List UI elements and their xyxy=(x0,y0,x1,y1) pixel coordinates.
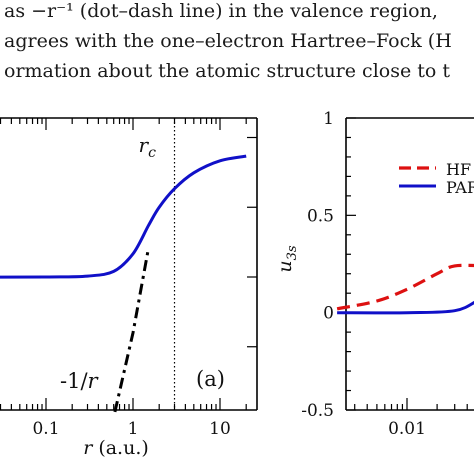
caption-line: as −r⁻¹ (dot–dash line) in the valence r… xyxy=(4,0,438,22)
panel-b-x-ticks xyxy=(354,398,468,410)
caption-text: as −r⁻¹ (dot–dash line) in the valence r… xyxy=(0,0,474,90)
panel-a-x-tick-label: 10 xyxy=(209,419,231,439)
panel-b-series-par xyxy=(337,300,474,315)
panel-b-y-tick-label: 1 xyxy=(323,109,334,129)
panel-b-y-tick-label: -0.5 xyxy=(301,401,334,421)
figure: 0.1 1 10 rc -1/r (a) r (a.u.) -0.5 0 0.5… xyxy=(0,109,474,459)
panel-a-inverse-r-annotation: -1/r xyxy=(60,369,100,393)
panel-b-y-axis-label: u3s xyxy=(274,245,300,273)
legend-label-hf: HF xyxy=(446,160,471,179)
panel-a-x-ticks xyxy=(0,118,257,410)
panel-b-legend: HF PAR xyxy=(399,160,474,197)
panel-a-x-axis-label: r (a.u.) xyxy=(83,437,149,459)
panel-b-y-tick-labels: -0.5 0 0.5 1 xyxy=(301,109,334,421)
panel-a-rc-annotation: rc xyxy=(139,133,157,161)
panel-a-series-potential xyxy=(0,154,247,279)
panel-a-chart: 0.1 1 10 rc -1/r (a) r (a.u.) xyxy=(0,117,258,459)
panel-a-x-tick-label: 1 xyxy=(128,419,139,439)
panel-b-y-tick-label: 0 xyxy=(323,304,334,324)
panel-a-x-tick-labels: 0.1 1 10 xyxy=(32,419,230,439)
legend-label-par: PAR xyxy=(446,178,474,197)
panel-b-y-ticks xyxy=(346,117,356,411)
caption-line: agrees with the one–electron Hartree–Foc… xyxy=(4,30,452,52)
panel-b-x-tick-label: 0.01 xyxy=(388,419,426,439)
panel-b-series-hf xyxy=(336,263,474,311)
caption-line: ormation about the atomic structure clos… xyxy=(4,60,450,82)
panel-a-series-coulomb-tail xyxy=(113,248,150,413)
panel-a-label: (a) xyxy=(196,367,225,391)
panel-a-x-tick-label: 0.1 xyxy=(32,419,59,439)
panel-b-y-tick-label: 0.5 xyxy=(307,206,334,226)
panel-b-chart: -0.5 0 0.5 1 0.01 HF PAR u3s xyxy=(274,109,474,439)
